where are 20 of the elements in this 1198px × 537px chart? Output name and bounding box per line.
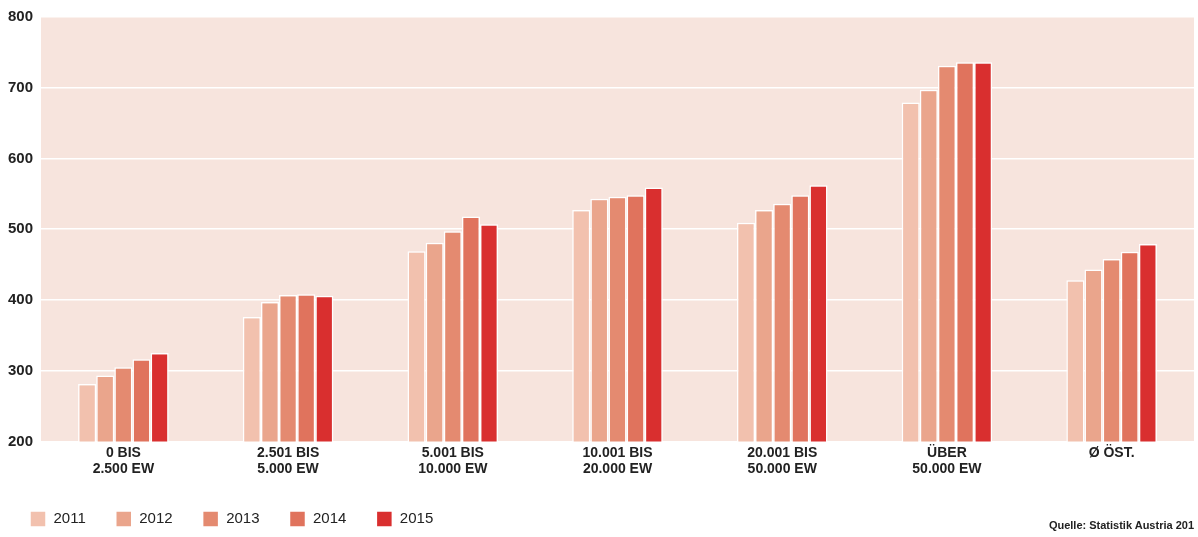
x-tick-label: ÜBER 50.000 EW: [912, 443, 983, 477]
source-note: Quelle: Statistik Austria 201: [1048, 519, 1194, 531]
legend-label: 2015: [399, 509, 434, 527]
legend-label: 2014: [312, 509, 347, 527]
y-tick-label: 200: [8, 431, 34, 449]
legend-label: 2011: [53, 509, 86, 527]
y-tick-label: 700: [8, 77, 34, 95]
x-tick-label: 2.501 BIS 5.000 EW: [256, 443, 320, 477]
legend-label: 2013: [226, 509, 260, 527]
x-tick-label: 0 BIS 2.500 EW: [92, 443, 155, 477]
y-tick-label: 400: [8, 290, 34, 308]
y-tick-label: 500: [8, 219, 34, 237]
legend-label: 2012: [139, 509, 173, 527]
x-tick-label: Ø ÖST.: [1088, 443, 1135, 460]
x-tick-label: 10.001 BIS 20.000 EW: [582, 443, 653, 477]
x-tick-label: 20.001 BIS 50.000 EW: [747, 443, 818, 477]
y-tick-label: 600: [8, 148, 34, 166]
y-tick-label: 800: [8, 7, 34, 25]
y-tick-label: 300: [8, 360, 34, 378]
x-tick-label: 5.001 BIS 10.000 EW: [418, 443, 489, 477]
